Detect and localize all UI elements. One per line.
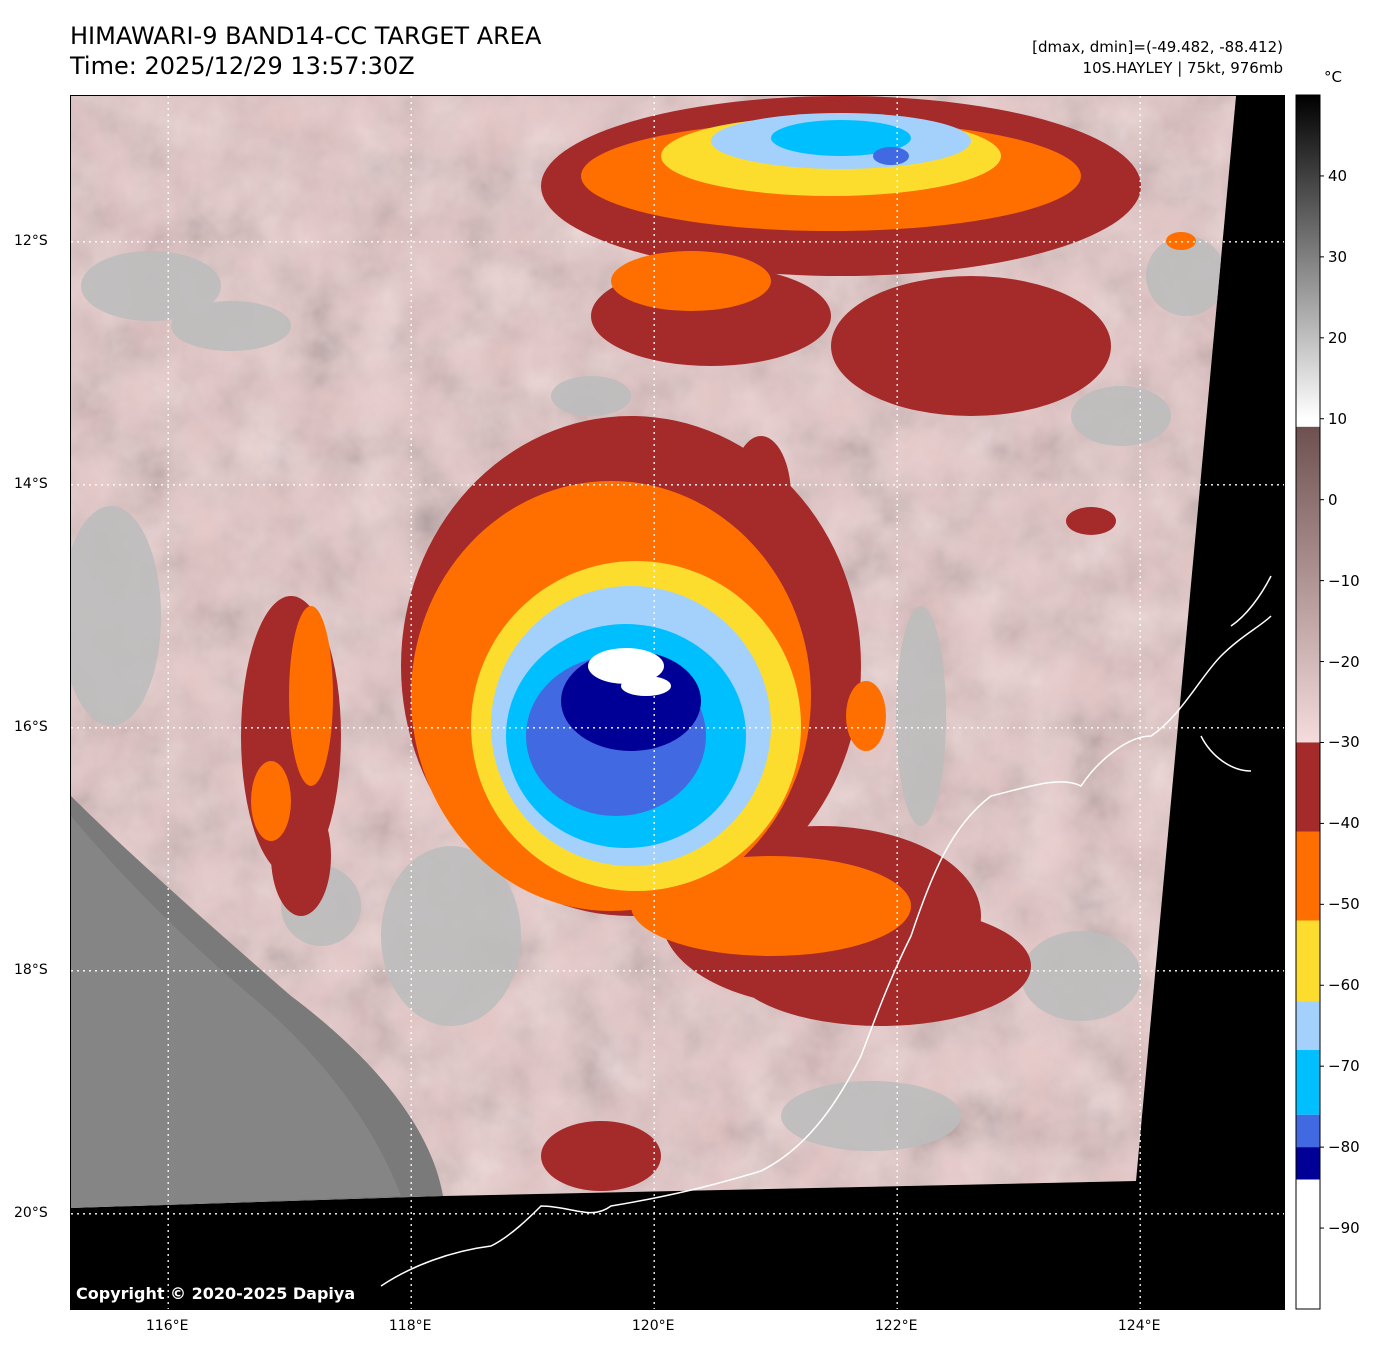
- cold-band-white: [588, 648, 671, 696]
- lon-tick-label: 122°E: [874, 1318, 918, 1334]
- colorbar-segments: [1296, 95, 1320, 1309]
- colorbar-segment: [1296, 742, 1320, 832]
- colorbar-tick-label: −70: [1328, 1057, 1360, 1076]
- colorbar-tick-label: −90: [1328, 1219, 1360, 1238]
- colorbar-tick-label: 10: [1328, 409, 1348, 428]
- lat-tick-label: 14°S: [14, 475, 48, 492]
- graticule: [71, 96, 1284, 1309]
- colorbar-tick-label: 20: [1328, 328, 1348, 347]
- colorbar-segment: [1296, 1147, 1320, 1180]
- colorbar-segment: [1296, 831, 1320, 921]
- lat-tick-label: 20°S: [14, 1204, 48, 1221]
- stats-text: [dmax, dmin]=(-49.482, -88.412): [1032, 38, 1283, 56]
- colorbar-segment: [1296, 1050, 1320, 1115]
- copyright-text: Copyright © 2020-2025 Dapiya: [76, 1284, 356, 1303]
- title-time: Time: 2025/12/29 13:57:30Z: [70, 52, 415, 80]
- map-canvas: [71, 96, 1284, 1309]
- colorbar: [1295, 94, 1324, 1310]
- coastline: [380, 575, 1272, 1287]
- colorbar-tick-label: 40: [1328, 166, 1348, 185]
- title-satellite: HIMAWARI-9 BAND14-CC TARGET AREA: [70, 22, 542, 50]
- lon-tick-label: 116°E: [145, 1318, 189, 1334]
- colorbar-segment: [1296, 1114, 1320, 1148]
- lat-tick-label: 16°S: [14, 718, 48, 735]
- colorbar-unit: °C: [1324, 68, 1342, 86]
- colorbar-segment: [1296, 426, 1320, 743]
- colorbar-tick-label: −10: [1328, 571, 1360, 590]
- lon-tick-label: 124°E: [1117, 1318, 1161, 1334]
- colorbar-tick-label: 0: [1328, 490, 1338, 509]
- lat-tick-label: 12°S: [14, 232, 48, 249]
- colorbar-ticks: [1320, 175, 1324, 1229]
- satellite-image: [71, 96, 1236, 1208]
- colorbar-tick-label: −50: [1328, 895, 1360, 914]
- lat-tick-label: 18°S: [14, 961, 48, 978]
- colorbar-tick-label: −80: [1328, 1138, 1360, 1157]
- lon-tick-label: 118°E: [388, 1318, 432, 1334]
- colorbar-tick-label: −40: [1328, 814, 1360, 833]
- storm-info-text: 10S.HAYLEY | 75kt, 976mb: [1082, 59, 1283, 77]
- colorbar-border: [1295, 94, 1321, 1310]
- colorbar-tick-label: −20: [1328, 652, 1360, 671]
- colorbar-tick-label: −30: [1328, 733, 1360, 752]
- colorbar-tick-label: −60: [1328, 976, 1360, 995]
- colorbar-tick-label: 30: [1328, 247, 1348, 266]
- colorbar-segment: [1296, 1179, 1320, 1309]
- colorbar-segment: [1296, 95, 1320, 419]
- colorbar-segment: [1296, 1001, 1320, 1051]
- lon-tick-label: 120°E: [631, 1318, 675, 1334]
- satellite-map: Copyright © 2020-2025 Dapiya: [70, 95, 1285, 1310]
- colorbar-segment: [1296, 920, 1320, 1002]
